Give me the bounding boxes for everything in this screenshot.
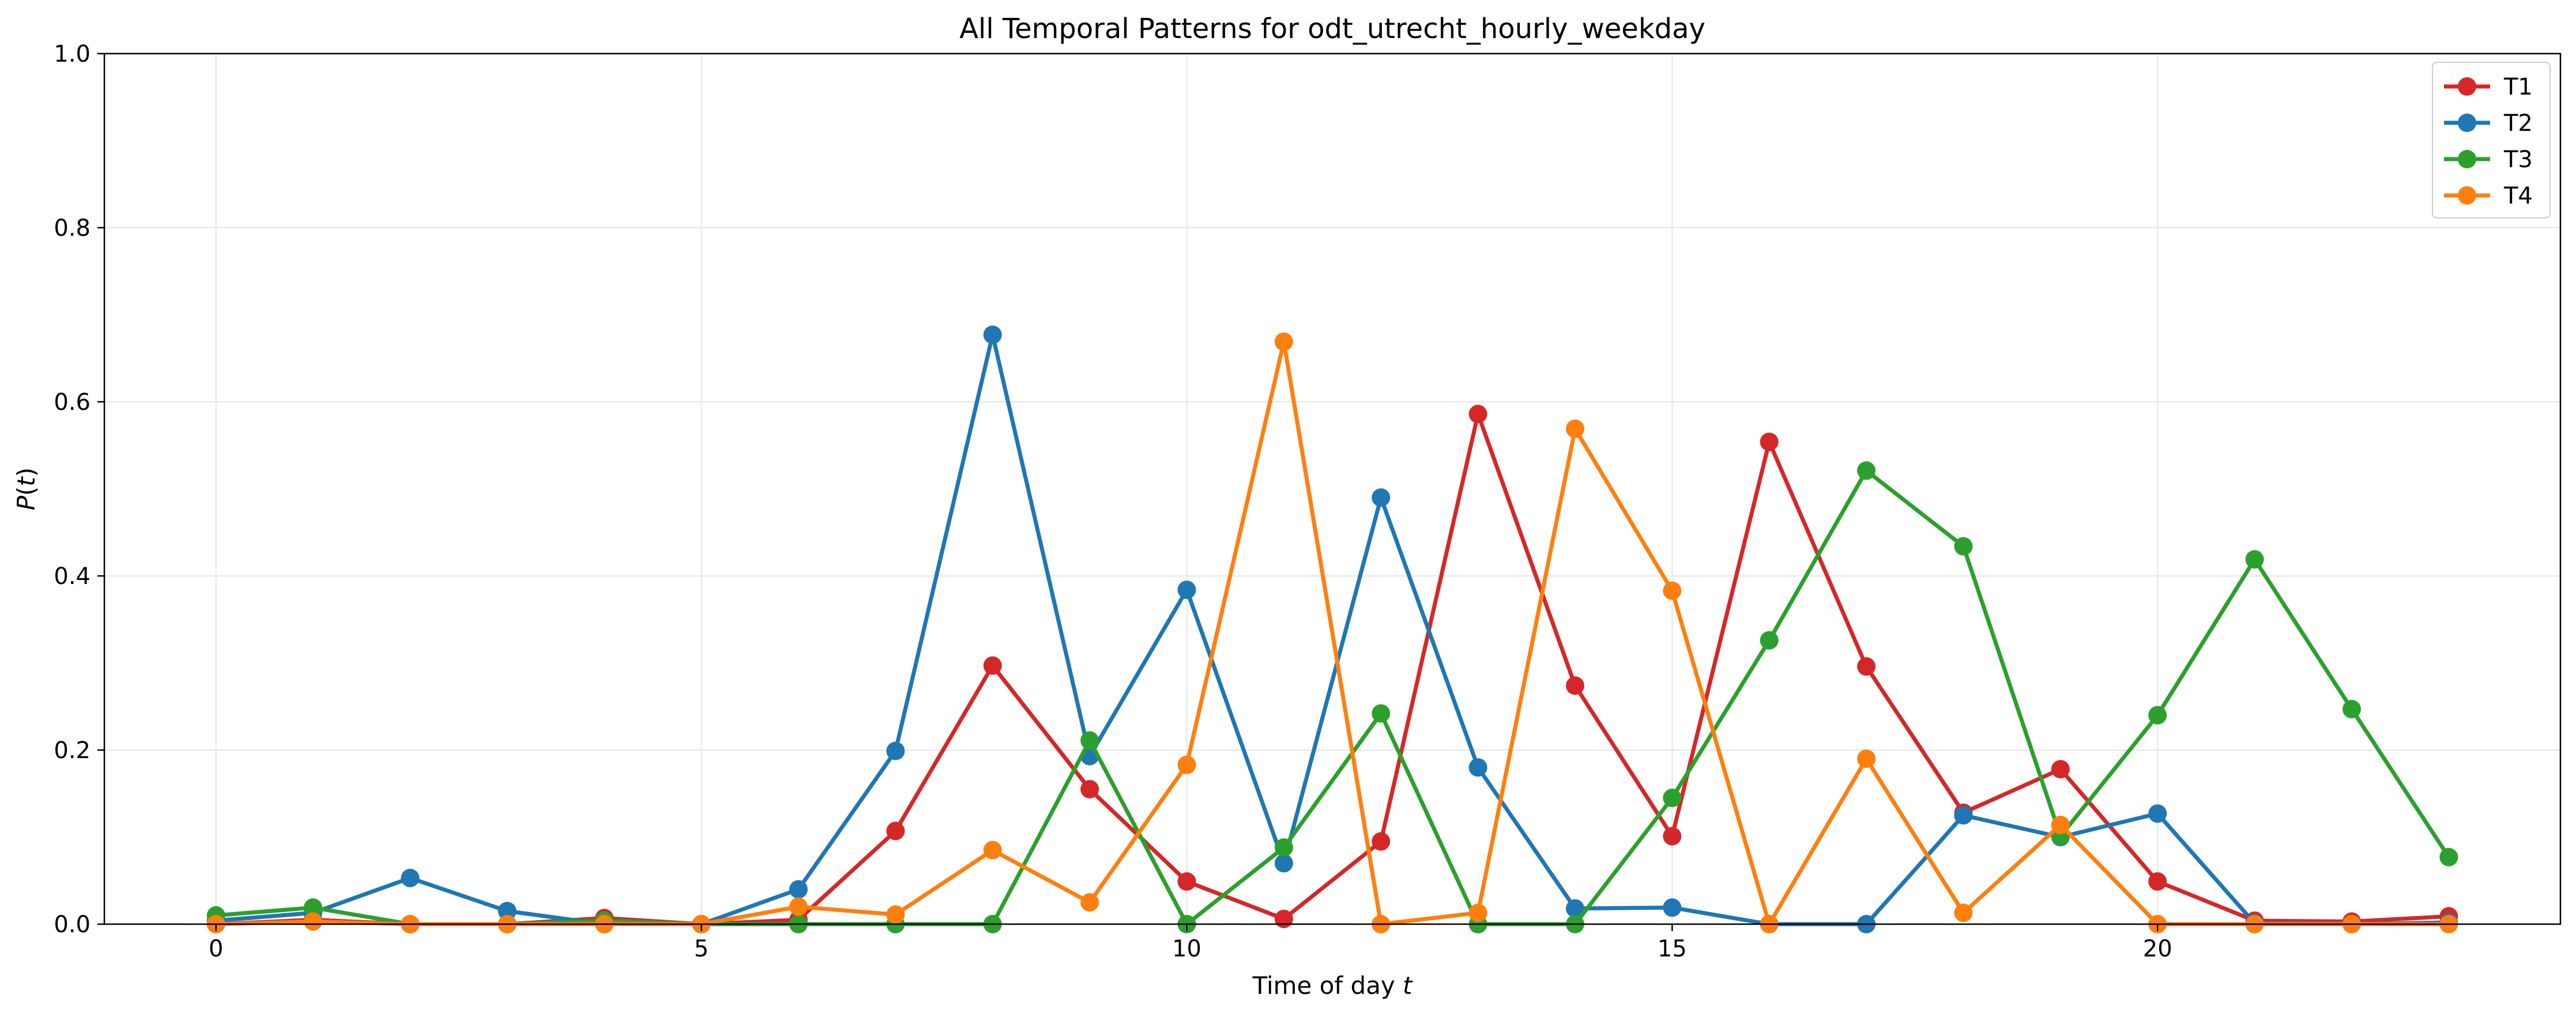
- x-axis-label: Time of day t: [1252, 971, 1413, 1000]
- data-point-t2: [789, 880, 808, 899]
- ticks: 0 5 10 15 20 0.0 0.2 0.4 0.6 0.8 1.0: [54, 41, 2172, 962]
- data-point-t1: [1372, 832, 1391, 851]
- legend-swatch-marker: [2458, 186, 2476, 205]
- legend-box: [2432, 62, 2551, 218]
- x-tick-label: 10: [1172, 936, 1202, 962]
- legend-swatch-marker: [2458, 114, 2476, 132]
- data-point-t1: [983, 656, 1002, 675]
- x-tick-label: 5: [694, 936, 709, 962]
- data-point-t4: [1954, 903, 1973, 922]
- series-line-t3: [214, 468, 2451, 926]
- chart-title: All Temporal Patterns for odt_utrecht_ho…: [959, 13, 1705, 45]
- y-tick-label: 0.4: [54, 563, 91, 590]
- data-point-t4: [304, 912, 323, 931]
- legend: T1 T2 T3 T4: [2432, 62, 2551, 218]
- data-point-t4: [1565, 419, 1584, 438]
- data-point-t4: [789, 897, 808, 916]
- y-tick-label: 0.2: [54, 737, 91, 764]
- y-tick-label: 0.8: [54, 215, 91, 242]
- data-point-t4: [886, 905, 905, 924]
- data-point-t2: [2148, 804, 2167, 823]
- data-point-t2: [401, 868, 420, 887]
- data-point-t4: [1663, 581, 1682, 600]
- data-point-t3: [2342, 700, 2361, 719]
- data-point-t1: [1760, 432, 1779, 451]
- x-tick-label: 15: [1658, 936, 1687, 962]
- data-point-t1: [1565, 676, 1584, 695]
- data-point-t1: [1080, 779, 1099, 798]
- legend-label: T2: [2503, 110, 2533, 137]
- y-tick-label: 0.0: [54, 911, 91, 938]
- data-point-t3: [2148, 706, 2167, 725]
- legend-label: T4: [2503, 183, 2533, 209]
- data-point-t3: [1857, 461, 1876, 480]
- data-point-t2: [1565, 899, 1584, 918]
- data-point-t3: [1663, 789, 1682, 808]
- data-point-t1: [1663, 827, 1682, 846]
- data-point-t3: [1080, 731, 1099, 750]
- data-point-t4: [2051, 815, 2070, 834]
- data-point-t4: [1080, 893, 1099, 912]
- data-point-t3: [2245, 550, 2264, 569]
- data-point-t2: [886, 741, 905, 760]
- y-axis-label-text: P(t): [12, 468, 40, 511]
- x-axis-label-text: Time of day t: [1252, 971, 1413, 1000]
- data-point-t1: [1177, 872, 1196, 891]
- data-point-t2: [1468, 758, 1487, 777]
- data-point-t1: [1274, 909, 1293, 928]
- data-point-t3: [1760, 631, 1779, 650]
- data-point-t3: [1954, 537, 1973, 556]
- data-point-t2: [1177, 581, 1196, 600]
- data-point-t4: [1274, 332, 1293, 351]
- legend-label: T1: [2503, 74, 2533, 100]
- data-point-t4: [983, 841, 1002, 860]
- data-point-t1: [2148, 872, 2167, 891]
- data-point-t2: [498, 902, 517, 921]
- data-point-t2: [1663, 898, 1682, 917]
- legend-label: T3: [2503, 146, 2533, 173]
- data-point-t1: [1857, 657, 1876, 676]
- data-point-t1: [1468, 405, 1487, 424]
- y-tick-label: 0.6: [54, 389, 91, 416]
- data-point-t1: [886, 822, 905, 841]
- plot-frame: [103, 52, 2562, 925]
- data-point-t4: [1857, 749, 1876, 768]
- data-point-t4: [1468, 903, 1487, 922]
- data-point-t4: [1177, 755, 1196, 774]
- data-point-t3: [304, 898, 323, 917]
- data-point-t3: [1274, 838, 1293, 857]
- x-tick-label: 0: [209, 936, 223, 962]
- legend-swatch-marker: [2458, 150, 2476, 168]
- y-axis-label: P(t): [12, 468, 40, 511]
- series-layer: [206, 325, 2458, 933]
- data-point-t2: [1954, 806, 1973, 825]
- data-point-t1: [2051, 760, 2070, 779]
- data-point-t3: [2439, 847, 2458, 866]
- y-tick-label: 1.0: [54, 41, 91, 67]
- data-point-t2: [983, 325, 1002, 344]
- data-point-t2: [1372, 488, 1391, 507]
- data-point-t3: [1372, 704, 1391, 723]
- x-tick-label: 20: [2143, 936, 2172, 962]
- series-line-t1: [214, 412, 2451, 926]
- data-point-t2: [1274, 854, 1293, 873]
- legend-swatch-marker: [2458, 77, 2476, 96]
